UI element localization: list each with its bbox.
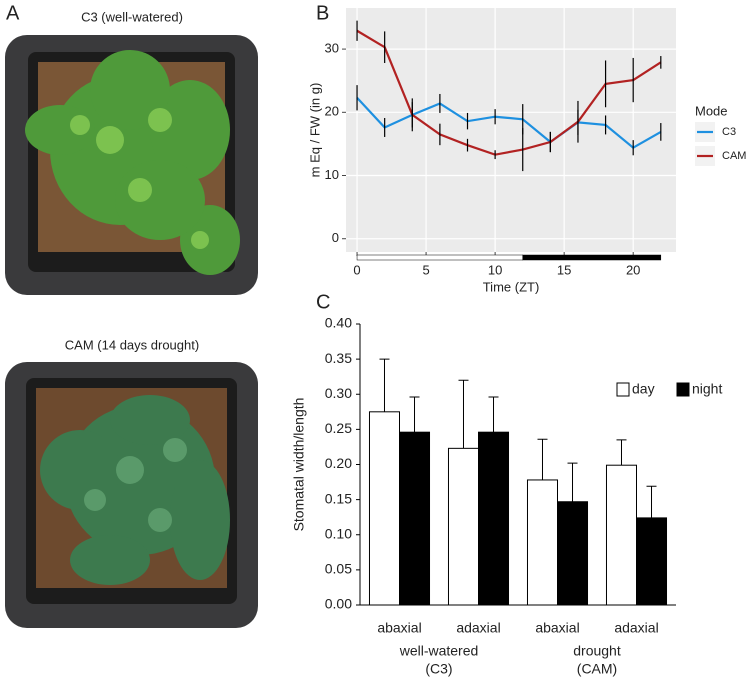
x-tick-label: 15 <box>557 262 571 277</box>
y-tick-label: 0.00 <box>325 596 352 612</box>
panel-label: B <box>316 2 329 24</box>
bar <box>605 464 637 606</box>
y-axis-title: m Eq / FW (in g) <box>307 83 322 178</box>
x-tick-label: 0 <box>353 262 360 277</box>
legend-label: CAM <box>722 150 746 162</box>
group-label: drought <box>573 643 621 659</box>
group-label: (C3) <box>425 661 452 677</box>
error-bar <box>409 396 420 433</box>
legend-swatch <box>616 382 630 397</box>
panel-label: C <box>316 291 330 313</box>
x-axis-title: Time (ZT) <box>483 279 540 294</box>
y-tick-label: 0.35 <box>325 350 352 366</box>
line <box>356 29 662 156</box>
error-bar <box>616 439 627 466</box>
error-bar <box>567 462 578 502</box>
photo <box>5 362 258 628</box>
x-tick-label: abaxial <box>377 620 421 636</box>
y-tick-label: 30 <box>325 41 339 56</box>
legend-swatch <box>676 382 690 397</box>
x-tick-label: 10 <box>488 262 502 277</box>
y-tick-label: 0.25 <box>325 420 352 436</box>
x-tick-label: abaxial <box>535 620 579 636</box>
bar <box>636 517 668 606</box>
line <box>356 97 662 150</box>
error-bar <box>646 485 657 518</box>
plot-background <box>346 8 676 252</box>
bar <box>526 479 558 606</box>
y-tick-label: 0.10 <box>325 525 352 541</box>
bar <box>399 431 431 606</box>
light-period <box>522 254 662 261</box>
x-tick-label: 5 <box>422 262 429 277</box>
legend-label: night <box>692 381 722 397</box>
legend-label: day <box>632 381 655 397</box>
y-tick-label: 0.05 <box>325 561 352 577</box>
y-tick-label: 10 <box>325 167 339 182</box>
x-tick-label: 20 <box>626 262 640 277</box>
group-label: well-watered <box>399 643 479 659</box>
bar <box>447 447 480 606</box>
y-tick-label: 0.40 <box>325 315 352 331</box>
error-bar <box>458 379 469 449</box>
y-tick-label: 0.15 <box>325 490 352 506</box>
bar <box>368 411 401 606</box>
light-period <box>356 254 523 261</box>
y-axis-title: Stomatal width/length <box>291 398 307 532</box>
error-bar <box>537 438 548 480</box>
legend-label: C3 <box>722 126 736 138</box>
y-tick-label: 0.20 <box>325 455 352 471</box>
photo-title: CAM (14 days drought) <box>65 337 199 352</box>
panel-label: A <box>6 2 20 24</box>
group-label: (CAM) <box>577 661 617 677</box>
legend-title: Mode <box>695 103 728 118</box>
error-bar <box>379 358 390 412</box>
bar <box>557 501 589 606</box>
y-tick-label: 0.30 <box>325 385 352 401</box>
y-tick-label: 20 <box>325 104 339 119</box>
photo-title: C3 (well-watered) <box>81 9 183 24</box>
bar <box>478 431 510 606</box>
y-tick-label: 0 <box>332 230 339 245</box>
photo <box>5 35 258 295</box>
error-bar <box>488 396 499 433</box>
x-tick-label: adaxial <box>614 620 658 636</box>
x-tick-label: adaxial <box>456 620 500 636</box>
